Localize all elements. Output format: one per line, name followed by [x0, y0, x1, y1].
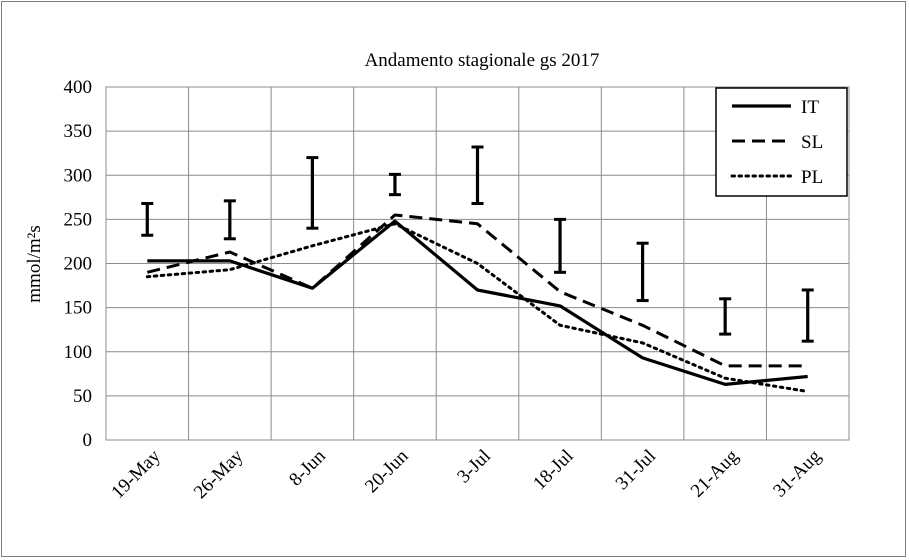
series-line-sl — [146, 213, 808, 368]
series-line-it — [147, 219, 808, 386]
legend-label-it: IT — [801, 97, 819, 118]
chart-title: Andamento stagionale gs 2017 — [365, 50, 600, 71]
error-bar — [719, 297, 732, 336]
legend-label-sl: SL — [801, 132, 823, 153]
x-tick-label: 31-Aug — [769, 445, 825, 501]
y-tick-label: 0 — [83, 430, 93, 451]
y-tick-label: 200 — [64, 254, 93, 275]
x-tick-label: 18-Jul — [529, 446, 577, 494]
x-tick-label: 21-Aug — [687, 445, 743, 501]
y-tick-label: 350 — [64, 121, 93, 142]
error-bar — [801, 288, 814, 343]
y-axis-ticks: 0 50 100 150 200 250 300 350 400 — [64, 77, 93, 451]
y-tick-label: 50 — [73, 386, 92, 407]
legend: IT SL PL — [715, 87, 848, 197]
y-tick-label: 250 — [64, 209, 93, 230]
legend-label-pl: PL — [801, 167, 823, 188]
error-bars — [141, 145, 814, 343]
x-tick-label: 31-Jul — [612, 446, 660, 494]
y-axis-label: mmol/m²s — [24, 225, 45, 302]
x-tick-label: 19-May — [107, 445, 165, 503]
x-tick-label: 26-May — [190, 445, 248, 503]
error-bar — [388, 172, 401, 197]
x-tick-label: 3-Jul — [453, 446, 495, 488]
series-lines — [145, 213, 810, 393]
error-bar — [141, 201, 154, 237]
error-bar — [306, 156, 319, 230]
error-bar — [471, 145, 484, 205]
error-bar — [223, 199, 236, 241]
y-tick-label: 100 — [64, 342, 93, 363]
y-tick-label: 400 — [64, 77, 93, 98]
x-axis-ticks: 19-May 26-May 8-Jun 20-Jun 3-Jul 18-Jul 31-Jul… — [107, 445, 825, 503]
x-tick-label: 8-Jun — [285, 445, 330, 490]
error-bar — [554, 217, 567, 274]
y-tick-label: 300 — [64, 165, 93, 186]
y-tick-label: 150 — [64, 298, 93, 319]
error-bar — [636, 241, 649, 303]
x-tick-label: 20-Jun — [361, 445, 413, 497]
series-line-pl — [145, 222, 810, 393]
